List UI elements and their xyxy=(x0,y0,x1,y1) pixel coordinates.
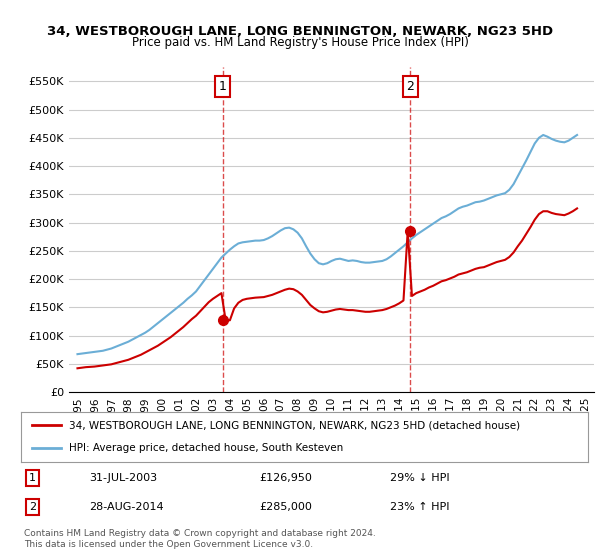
Text: 31-JUL-2003: 31-JUL-2003 xyxy=(89,473,157,483)
Text: 2: 2 xyxy=(29,502,36,512)
Text: 1: 1 xyxy=(29,473,36,483)
Text: Contains HM Land Registry data © Crown copyright and database right 2024.
This d: Contains HM Land Registry data © Crown c… xyxy=(24,529,376,549)
Text: 29% ↓ HPI: 29% ↓ HPI xyxy=(389,473,449,483)
Text: £285,000: £285,000 xyxy=(259,502,312,512)
Text: 23% ↑ HPI: 23% ↑ HPI xyxy=(389,502,449,512)
Text: 28-AUG-2014: 28-AUG-2014 xyxy=(89,502,164,512)
Text: 34, WESTBOROUGH LANE, LONG BENNINGTON, NEWARK, NG23 5HD: 34, WESTBOROUGH LANE, LONG BENNINGTON, N… xyxy=(47,25,553,38)
Text: £126,950: £126,950 xyxy=(259,473,312,483)
Text: 2: 2 xyxy=(406,80,415,93)
Text: 1: 1 xyxy=(219,80,227,93)
Text: HPI: Average price, detached house, South Kesteven: HPI: Average price, detached house, Sout… xyxy=(69,444,343,454)
Text: Price paid vs. HM Land Registry's House Price Index (HPI): Price paid vs. HM Land Registry's House … xyxy=(131,36,469,49)
Text: 34, WESTBOROUGH LANE, LONG BENNINGTON, NEWARK, NG23 5HD (detached house): 34, WESTBOROUGH LANE, LONG BENNINGTON, N… xyxy=(69,420,520,430)
